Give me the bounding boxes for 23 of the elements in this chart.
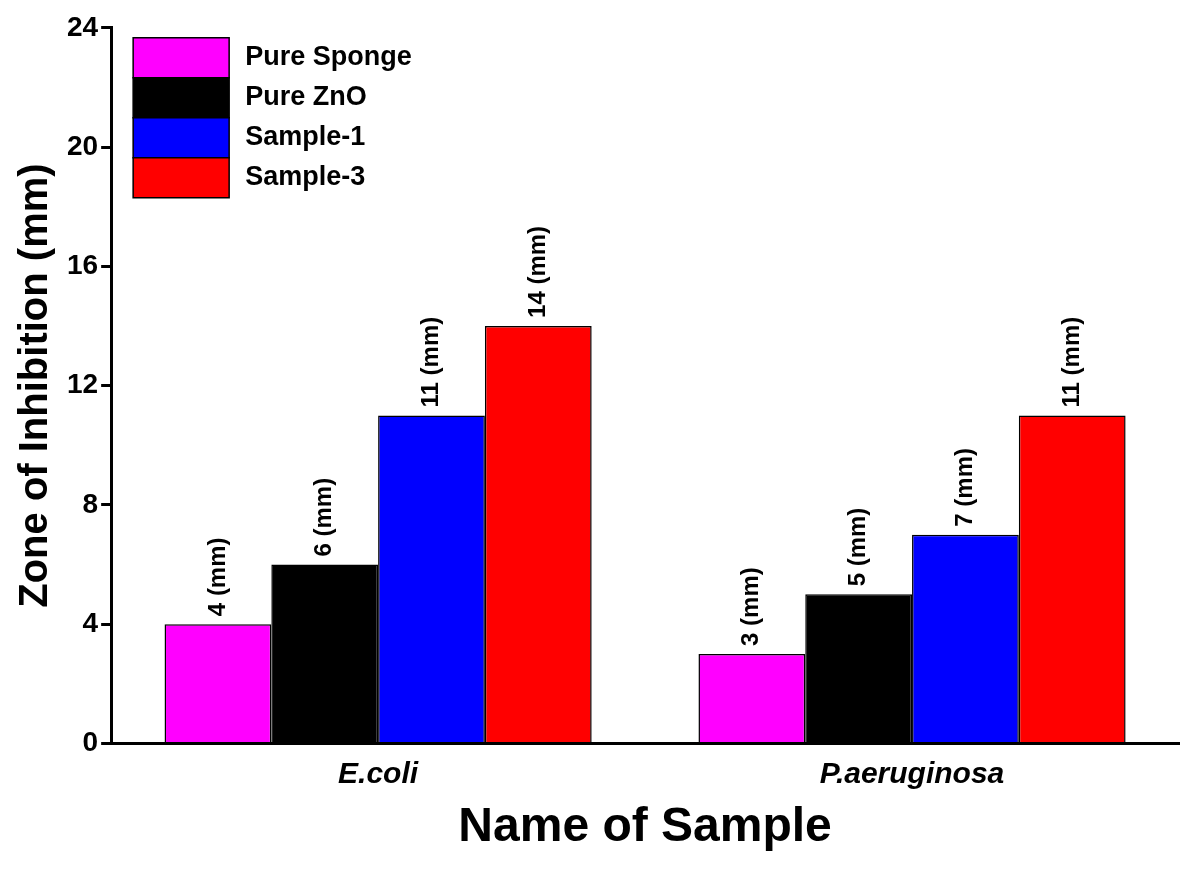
y-tick-label: 4 [82, 606, 99, 638]
x-tick-label: P.aeruginosa [819, 755, 1005, 789]
y-tick-label: 12 [66, 368, 99, 400]
legend-label: Pure Sponge [245, 41, 412, 72]
x-tick-label: E.coli [338, 755, 419, 789]
y-axis-title: Zone of Inhibition (mm) [11, 163, 56, 608]
data-label: 6 (mm) [309, 477, 337, 557]
data-label: 4 (mm) [202, 537, 230, 617]
data-label: 7 (mm) [950, 448, 978, 527]
y-tick-label: 16 [66, 249, 99, 281]
data-label: 3 (mm) [736, 567, 764, 646]
y-tick-label: 24 [66, 10, 99, 42]
y-tick-label: 20 [66, 129, 99, 161]
data-label: 11 (mm) [1056, 316, 1084, 408]
legend-label: Pure ZnO [245, 81, 367, 112]
legend-label: Sample-1 [245, 121, 366, 152]
data-label: 14 (mm) [522, 225, 550, 318]
legend-label: Sample-3 [245, 161, 366, 192]
y-tick-label: 8 [82, 487, 99, 519]
data-label: 11 (mm) [416, 316, 444, 408]
y-tick-label: 0 [82, 726, 99, 758]
x-axis-title: Name of Sample [458, 798, 832, 852]
data-label: 5 (mm) [843, 507, 871, 587]
